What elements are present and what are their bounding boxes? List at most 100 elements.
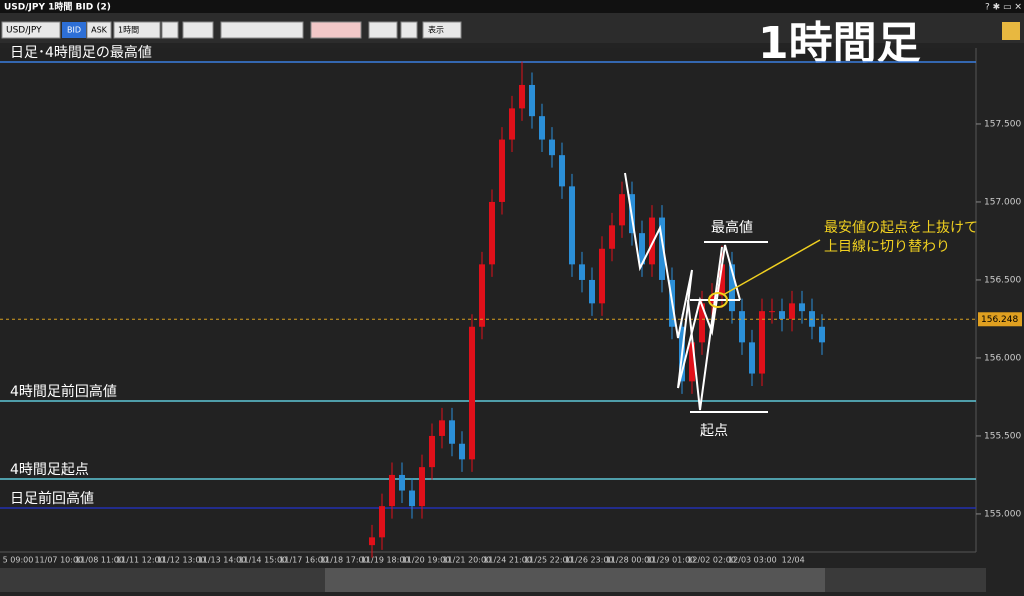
candle-body	[649, 217, 655, 265]
x-tick-label: 11/20 19:00	[402, 556, 451, 565]
current-price-label: 156.248	[981, 315, 1018, 325]
candle-body	[619, 194, 625, 226]
level-label: 日足･4時間足の最高値	[10, 44, 152, 61]
x-tick-label: 11/25 22:00	[524, 556, 573, 565]
x-tick-label: 11/11 12:00	[116, 556, 165, 565]
candle-body	[729, 264, 735, 312]
annotation: 最高値	[711, 219, 753, 236]
candle-body	[469, 326, 475, 460]
x-tick-label: 11/24 21:00	[483, 556, 532, 565]
annotation: 上目線に切り替わり	[824, 239, 950, 255]
highlight-circle	[708, 292, 728, 308]
x-tick-label: 11/18 17:00	[320, 556, 369, 565]
zoom-tools[interactable]	[220, 21, 304, 39]
x-tick-label: 11/26 23:00	[565, 556, 614, 565]
candle-body	[389, 474, 395, 507]
candle-body	[779, 311, 785, 319]
title-bar	[0, 0, 1024, 13]
plot-area	[0, 48, 976, 552]
y-tick-label: 157.000	[984, 197, 1021, 207]
candle-body	[479, 264, 485, 327]
y-tick-label: 156.000	[984, 353, 1021, 363]
candle-body	[409, 490, 415, 507]
annotation: 最安値の起点を上抜けて	[824, 220, 978, 236]
x-tick-label: 11/08 11:00	[75, 556, 124, 565]
candle-body	[379, 506, 385, 538]
candle-body	[519, 84, 525, 109]
level-label: 4時間足前回高値	[10, 383, 117, 400]
symbol-select[interactable]	[1, 21, 61, 39]
tool-button[interactable]	[400, 21, 418, 39]
candle-body	[659, 217, 665, 280]
window-title: USD/JPY 1時間 BID (2)	[4, 1, 111, 13]
candle-body	[789, 303, 795, 319]
x-tick-label: 11/19 18:00	[361, 556, 410, 565]
y-tick-label: 156.500	[984, 275, 1021, 285]
draw-tool[interactable]	[368, 21, 398, 39]
candle-body	[489, 201, 495, 265]
order-tools[interactable]	[310, 21, 362, 39]
candle-body	[499, 139, 505, 202]
candle-body	[719, 264, 725, 296]
candle-body	[459, 443, 465, 460]
candle-body	[689, 342, 695, 382]
ask: ASK	[91, 26, 108, 35]
x-tick-label: 12/02 02:00	[687, 556, 736, 565]
candle-body	[589, 279, 595, 304]
candle-body	[739, 311, 745, 343]
x-tick-label: 11/17 16:00	[279, 556, 328, 565]
x-tick-label: 12/04	[782, 556, 805, 565]
navigator-window[interactable]	[325, 568, 825, 592]
tool-button[interactable]	[161, 21, 179, 39]
timeframe: 1時間	[118, 26, 139, 35]
y-tick-label: 155.000	[984, 509, 1021, 519]
candle-body	[559, 155, 565, 187]
view-label: 表示	[428, 25, 444, 35]
annotation: 起点	[700, 423, 728, 439]
timeframe-select[interactable]	[113, 21, 161, 39]
candle-body	[819, 326, 825, 343]
candle-body	[759, 311, 765, 374]
candle-body	[579, 264, 585, 280]
settings-button[interactable]	[1002, 22, 1020, 40]
tool-button[interactable]	[182, 21, 214, 39]
bid-button[interactable]	[62, 22, 86, 38]
x-tick-label: 5 09:00	[3, 556, 34, 565]
x-tick-label: 11/29 01:00	[646, 556, 695, 565]
ask-button[interactable]	[86, 21, 112, 39]
candle-body	[599, 248, 605, 304]
candle-body	[639, 233, 645, 265]
candle-body	[609, 225, 615, 249]
candle-body	[399, 474, 405, 491]
candle-body	[509, 108, 515, 140]
view-button[interactable]	[422, 21, 462, 39]
candle-body	[419, 467, 425, 507]
current-price-box	[978, 312, 1022, 327]
bid: BID	[67, 26, 81, 35]
candle-body	[429, 435, 435, 468]
candle-body	[449, 420, 455, 444]
candle-body	[569, 186, 575, 265]
candle-body	[539, 116, 545, 140]
candle-body	[699, 303, 705, 343]
x-tick-label: 11/13 14:00	[198, 556, 247, 565]
level-label: 4時間足起点	[10, 462, 89, 478]
x-tick-label: 11/12 13:00	[157, 556, 206, 565]
y-tick-label: 155.500	[984, 431, 1021, 441]
candle-body	[769, 311, 775, 313]
candle-body	[749, 342, 755, 374]
candle-body	[529, 84, 535, 117]
zigzag-drawing	[624, 172, 768, 413]
x-tick-label: 11/28 00:00	[606, 556, 655, 565]
window-controls[interactable]: ? ✱ ▭ ✕	[985, 3, 1022, 13]
x-tick-label: 12/03 03:00	[728, 556, 777, 565]
candle-body	[549, 139, 555, 156]
candle-body	[439, 420, 445, 436]
level-label: 日足前回高値	[10, 490, 94, 507]
symbol: USD/JPY	[6, 26, 42, 36]
x-tick-label: 11/14 15:00	[238, 556, 287, 565]
candle-body	[369, 537, 375, 546]
x-tick-label: 11/21 20:00	[442, 556, 491, 565]
x-tick-label: 11/07 10:00	[34, 556, 83, 565]
